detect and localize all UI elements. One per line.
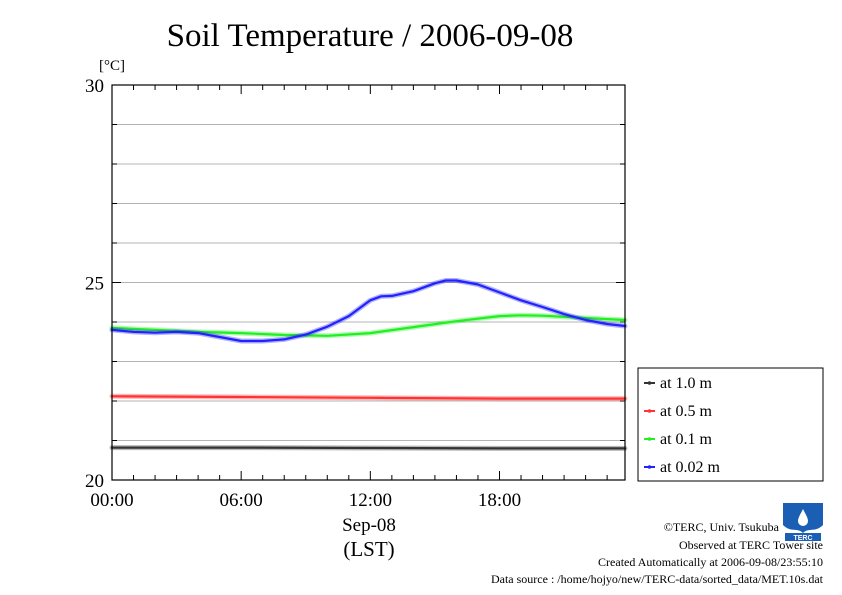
x-tick-label: 12:00 — [349, 490, 392, 511]
series-line-3 — [110, 279, 627, 343]
x-tick-label: 06:00 — [220, 490, 263, 511]
y-axis-ticks: 20 25 30 — [85, 76, 625, 492]
series-line-2 — [110, 314, 627, 337]
terc-logo: TERC — [783, 503, 823, 542]
created-text: Created Automatically at 2006-09-08/23:5… — [598, 555, 823, 569]
x-axis-ticks: 00:00 06:00 12:00 18:00 — [90, 85, 608, 511]
credits: ©TERC, Univ. Tsukuba Observed at TERC To… — [491, 520, 824, 586]
legend: at 1.0 m at 0.5 m at 0.1 m at 0.02 m — [637, 367, 824, 482]
x-axis-unit: (LST) — [343, 537, 394, 561]
legend-marker — [647, 409, 652, 413]
x-tick-label: 00:00 — [90, 490, 133, 511]
y-tick-label: 25 — [85, 274, 104, 295]
y-tick-label: 20 — [85, 471, 104, 492]
legend-marker — [647, 437, 652, 441]
y-tick-label: 30 — [85, 76, 104, 97]
x-axis-date: Sep-08 — [342, 515, 396, 536]
legend-marker — [647, 465, 652, 469]
chart-title: Soil Temperature / 2006-09-08 — [167, 18, 574, 54]
series-line-1 — [110, 395, 627, 400]
legend-box — [637, 367, 824, 482]
legend-marker — [647, 381, 652, 385]
observed-text: Observed at TERC Tower site — [679, 538, 823, 552]
legend-label: at 0.5 m — [660, 403, 713, 420]
source-text: Data source : /home/hojyo/new/TERC-data/… — [491, 572, 824, 586]
legend-label: at 1.0 m — [660, 375, 713, 392]
series-line-0 — [110, 446, 627, 450]
legend-label: at 0.02 m — [660, 459, 721, 476]
plot-frame — [111, 84, 626, 481]
grid-lines — [112, 124, 625, 441]
copyright-text: ©TERC, Univ. Tsukuba — [664, 520, 780, 534]
series-lines — [109, 278, 628, 451]
logo-text: TERC — [793, 535, 812, 542]
x-tick-label: 18:00 — [478, 490, 521, 511]
y-axis-unit: [°C] — [99, 58, 125, 74]
legend-label: at 0.1 m — [660, 431, 713, 448]
